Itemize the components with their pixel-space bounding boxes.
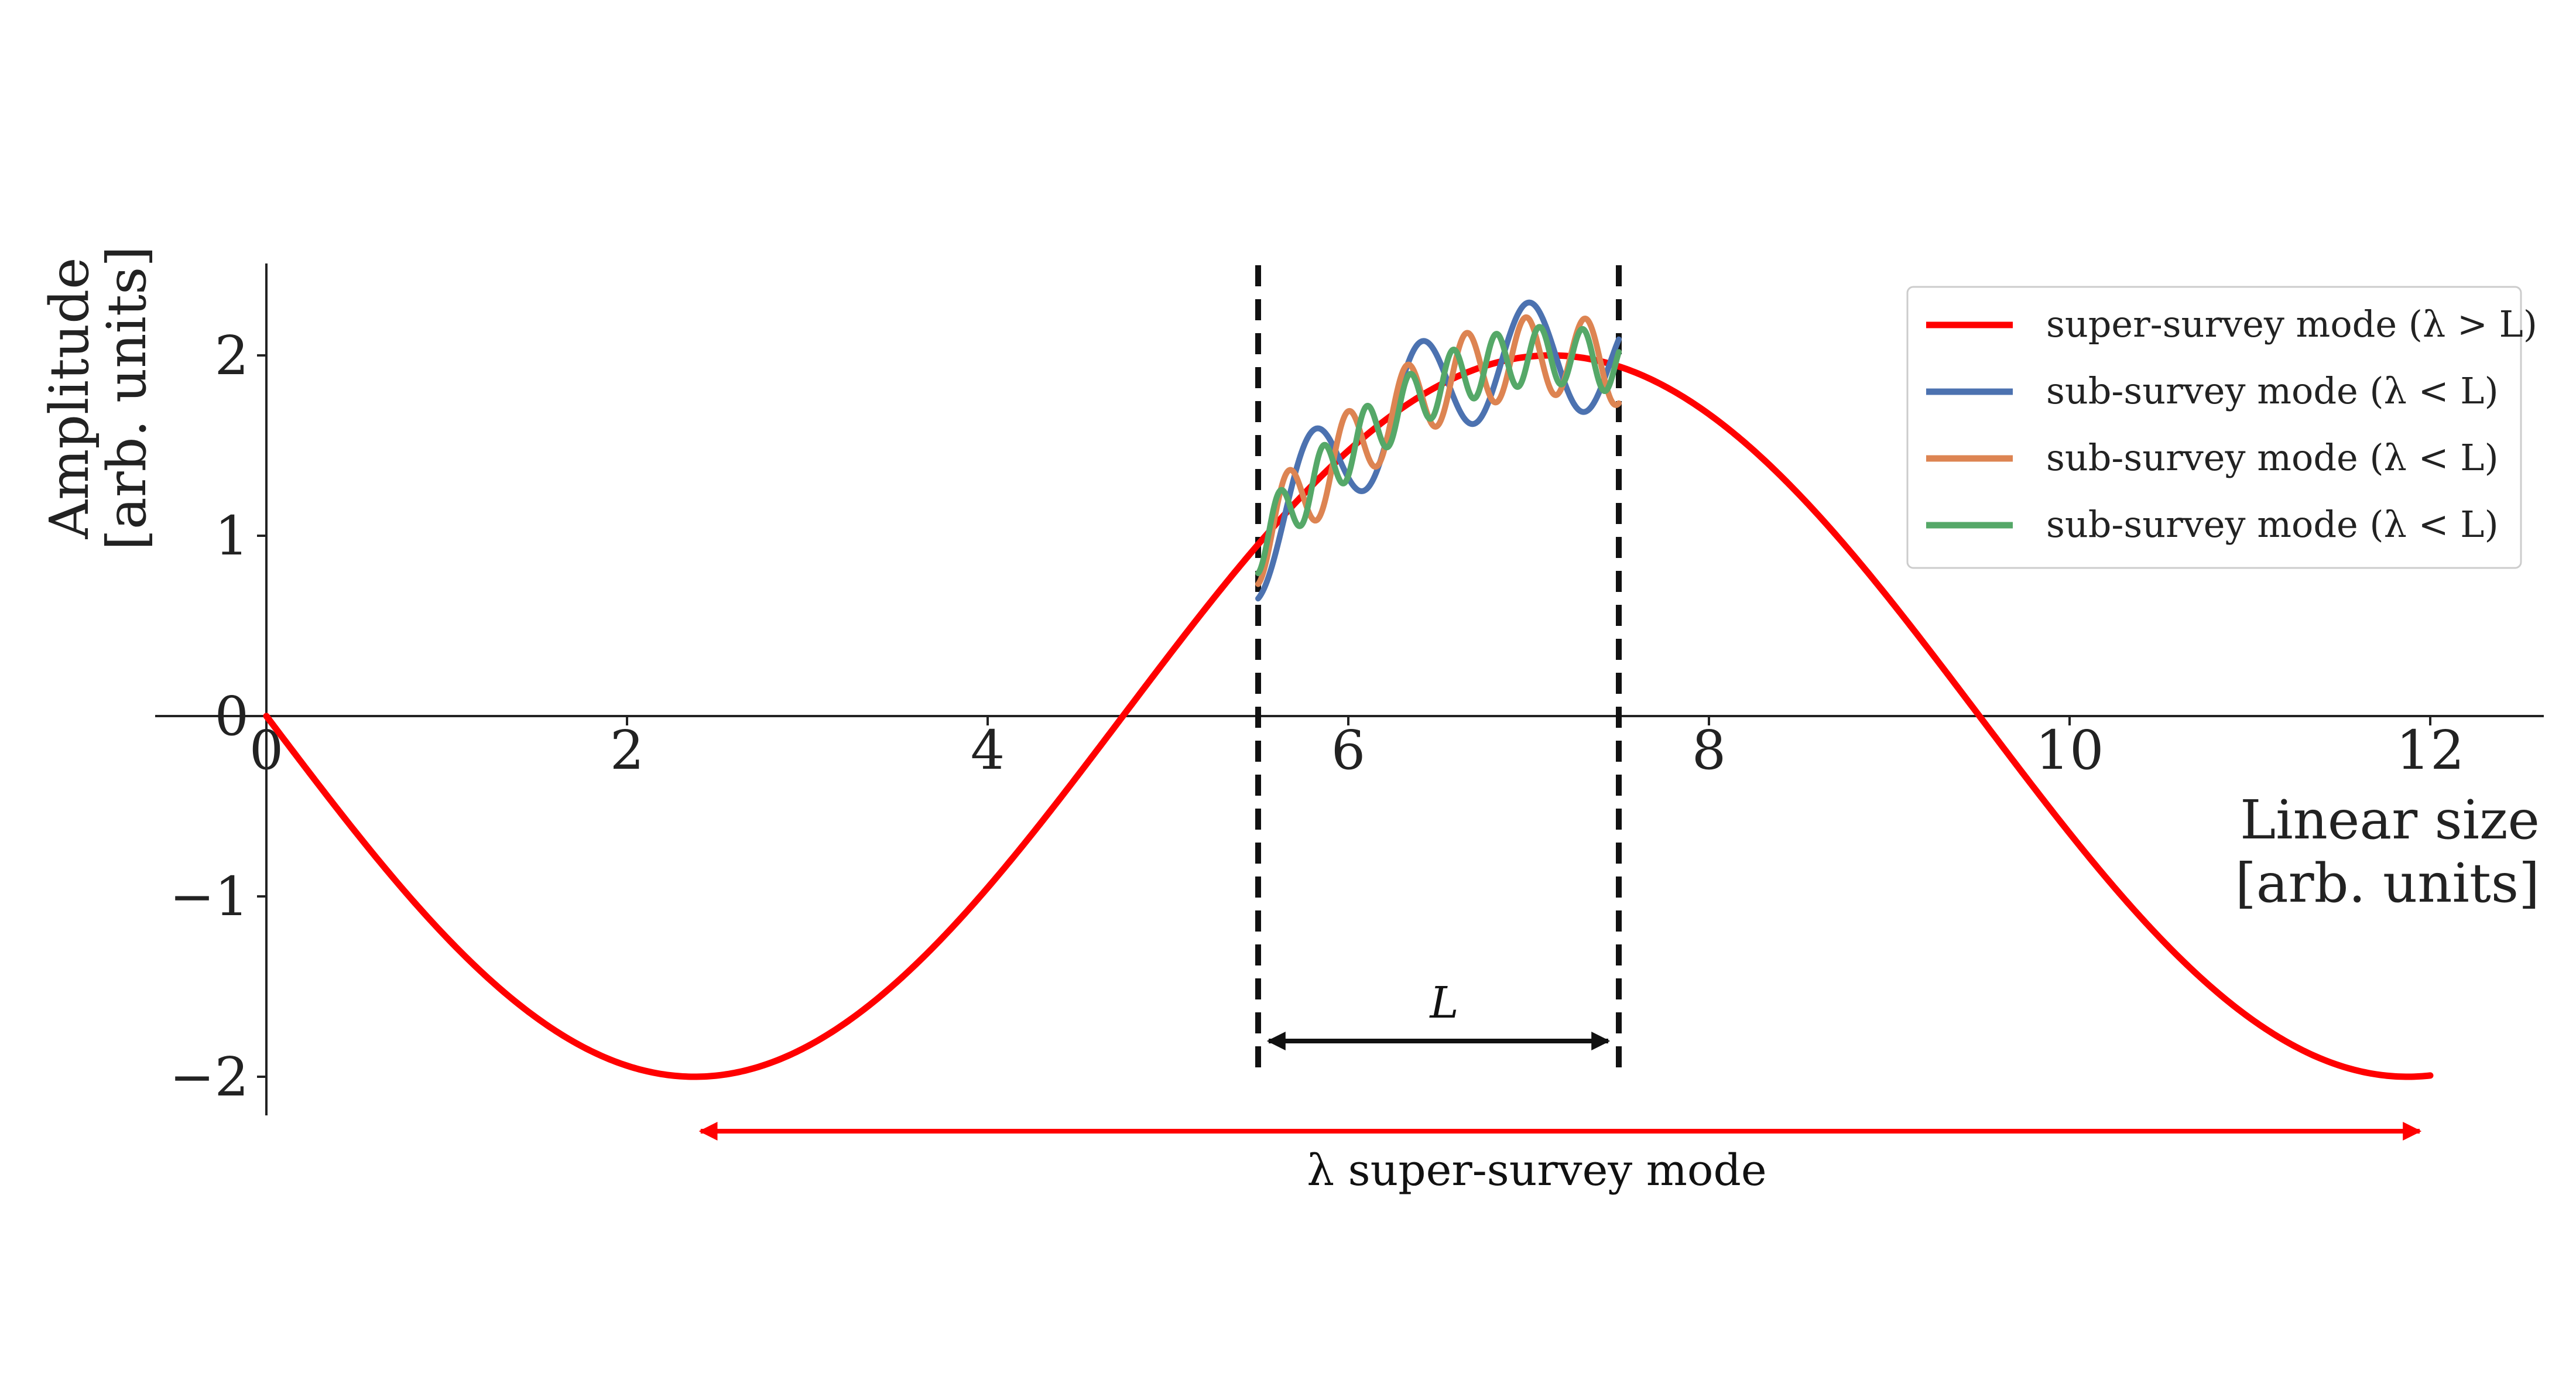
x-tick-label: 12 — [2396, 719, 2464, 782]
y-tick-label: 2 — [214, 324, 249, 387]
wavelength-label: λ super-survey mode — [1307, 1145, 1766, 1196]
x-tick-label: 6 — [1331, 719, 1366, 782]
annotations: Lλ super-survey mode — [698, 978, 2422, 1196]
legend-label: sub-survey mode (λ < L) — [2046, 436, 2499, 479]
x-tick-label: 10 — [2035, 719, 2104, 782]
y-tick-label: −1 — [169, 865, 249, 928]
x-tick-label: 2 — [610, 719, 645, 782]
x-tick-label: 8 — [1692, 719, 1727, 782]
series-layer — [263, 299, 2434, 1080]
x-axis-title-line-1: Linear size — [2240, 789, 2540, 851]
y-tick-label: −2 — [169, 1046, 249, 1108]
series-line-sub-survey-1 — [1255, 299, 1622, 602]
legend-label: sub-survey mode (λ < L) — [2046, 369, 2499, 412]
legend-label: super-survey mode (λ > L) — [2046, 303, 2537, 345]
y-tick-label: 1 — [214, 505, 249, 567]
series-line-super-survey — [263, 352, 2434, 1080]
series-line-sub-survey-2 — [1255, 314, 1622, 587]
survey-size-label: L — [1429, 978, 1458, 1028]
y-tick-label: 0 — [214, 685, 249, 748]
y-axis-title-line-2: [arb. units] — [95, 246, 158, 550]
legend-label: sub-survey mode (λ < L) — [2046, 503, 2499, 546]
x-tick-label: 4 — [971, 719, 1005, 782]
legend-frame — [1906, 286, 2522, 569]
x-axis-title-line-2: [arb. units] — [2235, 852, 2540, 915]
legend: super-survey mode (λ > L) sub-survey mode… — [1906, 286, 2537, 569]
series-line-sub-survey-3 — [1255, 324, 1622, 577]
y-axis-title-line-1: Amplitude — [38, 258, 101, 540]
